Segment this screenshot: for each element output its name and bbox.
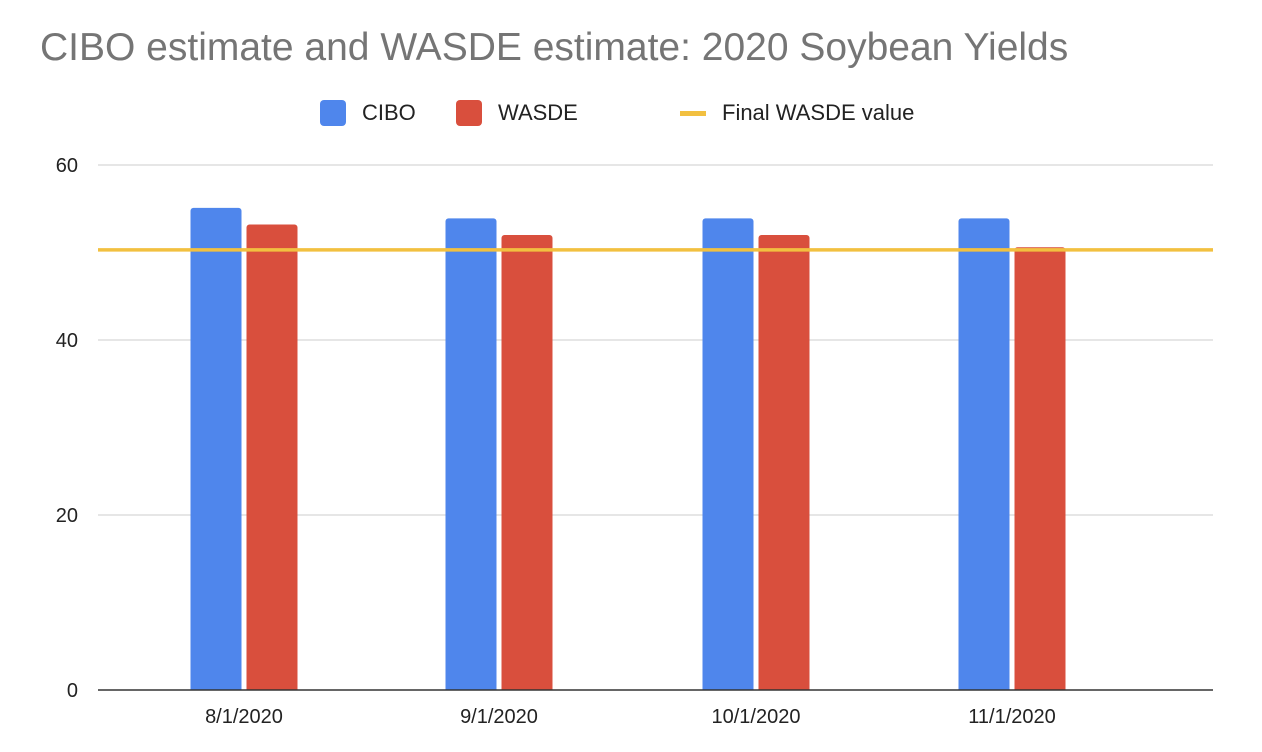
legend-item-wasde: WASDE [456, 96, 578, 130]
bar-base-cibo-4 [958, 684, 1010, 690]
x-tick-label-3: 10/1/2020 [712, 706, 801, 728]
legend: CIBO WASDE Final WASDE value [0, 96, 1262, 130]
legend-item-cibo: CIBO [320, 96, 416, 130]
bar-base-wasde-3 [758, 684, 810, 690]
bar-base-wasde-2 [501, 684, 553, 690]
bar-cibo-2 [445, 218, 497, 690]
y-tick-label-60: 60 [56, 155, 78, 177]
bar-wasde-1 [246, 224, 298, 690]
legend-swatch-wasde [456, 100, 482, 126]
legend-line-final-wasde [680, 110, 706, 116]
bar-base-wasde-1 [246, 684, 298, 690]
y-tick-label-20: 20 [56, 505, 78, 527]
legend-label-cibo: CIBO [362, 100, 416, 125]
y-tick-label-40: 40 [56, 330, 78, 352]
bar-cibo-3 [702, 218, 754, 690]
legend-swatch-cibo [320, 100, 346, 126]
x-tick-label-4: 11/1/2020 [968, 706, 1056, 728]
bar-base-cibo-3 [702, 684, 754, 690]
bar-wasde-3 [758, 235, 810, 690]
bar-cibo-1 [190, 207, 242, 690]
legend-label-wasde: WASDE [498, 100, 578, 125]
bar-base-cibo-1 [190, 684, 242, 690]
bar-wasde-4 [1014, 247, 1066, 690]
x-tick-label-1: 8/1/2020 [205, 706, 283, 728]
bar-cibo-4 [958, 218, 1010, 690]
bar-base-cibo-2 [445, 684, 497, 690]
bar-wasde-2 [501, 235, 553, 690]
bar-base-wasde-4 [1014, 684, 1066, 690]
y-tick-label-0: 0 [67, 680, 78, 702]
legend-label-final-wasde: Final WASDE value [722, 100, 915, 125]
x-tick-label-2: 9/1/2020 [460, 706, 538, 728]
legend-item-final-wasde: Final WASDE value [680, 96, 914, 130]
chart-title: CIBO estimate and WASDE estimate: 2020 S… [40, 26, 1069, 69]
